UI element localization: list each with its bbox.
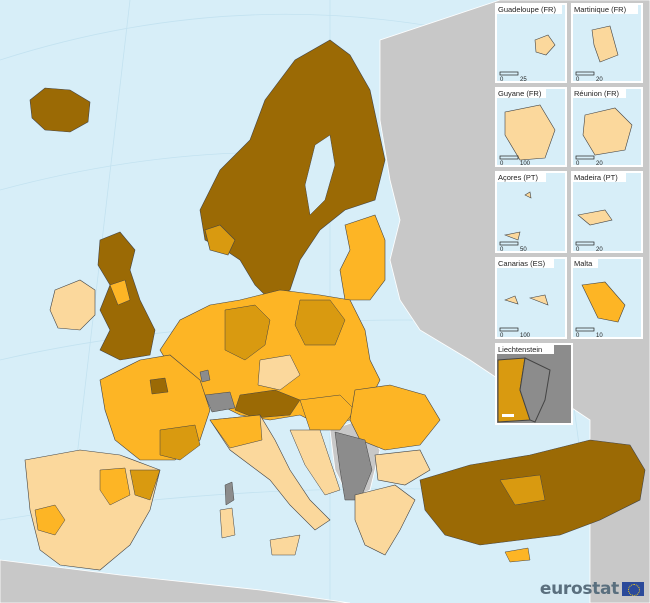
region-turkey-mid: [499, 474, 546, 506]
region-paris: [149, 377, 169, 395]
scale-bar: [499, 327, 519, 332]
region-baltics: [339, 214, 386, 301]
region-ireland: [49, 279, 96, 331]
region-hungary: [299, 394, 356, 431]
inset-panels: Guadeloupe (FR) 0 25 Martinique (FR) 0 20 Guya…: [495, 3, 643, 425]
inset-region-guadeloupe: [534, 34, 556, 56]
inset-label-background: [572, 4, 638, 14]
inset-region-canarias: [504, 294, 549, 306]
inset-malta: Malta 0 10: [571, 257, 643, 339]
region-spain-northeast: [99, 467, 131, 506]
scale-bar: [575, 155, 595, 160]
scale-bar-label: 50: [520, 247, 527, 253]
inset-region-acores: [503, 191, 532, 241]
inset-label: Liechtenstein: [498, 345, 542, 354]
region-romania: [349, 384, 441, 451]
region-italy-north: [209, 414, 263, 449]
liechtenstein-region: [519, 357, 551, 423]
inset-region-malta: [581, 281, 626, 323]
scale-bar-label: 25: [520, 77, 527, 83]
scale-bar: [575, 71, 595, 76]
scale-bar: [575, 327, 595, 332]
region-bulgaria: [374, 449, 431, 486]
region-gulf-of-bothnia: [304, 134, 336, 216]
inset-madeira: Madeira (PT) 0 20: [571, 171, 643, 253]
scale-bar: [499, 155, 519, 160]
region-iceland: [29, 87, 91, 133]
inset-martinique: Martinique (FR) 0 20: [571, 3, 643, 83]
inset-label: Malta: [574, 259, 593, 268]
inset-label-background: [496, 4, 562, 14]
inset-label: Réunion (FR): [574, 89, 620, 98]
inset-label-background: [496, 172, 546, 182]
inset-frame: [495, 3, 567, 83]
inset-label-background: [496, 88, 546, 98]
region-france-south: [159, 424, 201, 461]
inset-liechtenstein: Liechtenstein: [495, 343, 573, 425]
region-poland-dark: [294, 299, 346, 346]
region-madrid: [34, 504, 66, 536]
inset-label-background: [572, 172, 626, 182]
inset-label-background: [572, 258, 598, 268]
region-scotland-south: [109, 279, 131, 306]
inset-label: Canarias (ES): [498, 259, 546, 268]
scale-bar: [502, 414, 514, 417]
scale-bar-label: 0: [500, 247, 504, 253]
inset-region-madeira: [577, 209, 613, 226]
region-spain-east: [129, 469, 161, 501]
inset-acores: Açores (PT) 0 50: [495, 171, 567, 253]
inset-reunion: Réunion (FR) 0 20: [571, 87, 643, 167]
inset-label-background: [496, 258, 554, 268]
eurostat-brand: eurostat: [540, 579, 644, 599]
region-austria-dark: [234, 389, 301, 419]
region-switzerland-nodata: [204, 391, 236, 413]
inset-guadeloupe: Guadeloupe (FR) 0 25: [495, 3, 567, 83]
inset-canarias: Canarias (ES) 0 100: [495, 257, 567, 339]
inset-label: Martinique (FR): [574, 5, 627, 14]
eurostat-wordmark: eurostat: [539, 579, 619, 599]
region-sicily: [269, 534, 301, 556]
scale-bar-label: 20: [596, 77, 603, 83]
scale-bar-label: 0: [576, 161, 580, 167]
inset-label: Açores (PT): [498, 173, 539, 182]
inset-label-background: [496, 344, 554, 354]
scale-bar-label: 0: [500, 161, 504, 167]
scale-bar-label: 100: [520, 161, 531, 167]
region-norway-west: [204, 224, 236, 256]
inset-guyane: Guyane (FR) 0 100: [495, 87, 567, 167]
region-corsica-nodata: [224, 481, 235, 506]
inset-label: Guyane (FR): [498, 89, 542, 98]
inset-label-background: [572, 88, 626, 98]
scale-bar: [575, 241, 595, 246]
scale-bar: [499, 71, 519, 76]
inset-region-guyane: [504, 104, 556, 161]
region-scandinavia: [199, 39, 386, 301]
scale-bar-label: 0: [576, 77, 580, 83]
region-greece: [354, 484, 416, 556]
scale-bar: [499, 241, 519, 246]
region-croatia: [289, 429, 341, 496]
region-cyprus: [504, 547, 531, 563]
region-czech-light: [257, 354, 301, 391]
inset-label: Guadeloupe (FR): [498, 5, 556, 14]
scale-bar-label: 100: [520, 333, 531, 339]
inset-frame: [495, 171, 567, 253]
scale-bar-label: 0: [576, 333, 580, 339]
inset-region-reunion: [582, 107, 633, 156]
scale-bar-label: 20: [596, 161, 603, 167]
eu-flag-icon: [622, 582, 644, 596]
scale-bar-label: 0: [500, 77, 504, 83]
scale-bar-label: 10: [596, 333, 603, 339]
inset-frame: [571, 171, 643, 253]
region-sardinia: [219, 507, 236, 539]
inset-region-martinique: [591, 25, 619, 63]
region-luxembourg-nodata: [199, 369, 211, 383]
scale-bar-label: 0: [576, 247, 580, 253]
region-germany-dark: [224, 304, 271, 361]
inset-label: Madeira (PT): [574, 173, 618, 182]
scale-bar-label: 20: [596, 247, 603, 253]
scale-bar-label: 0: [500, 333, 504, 339]
